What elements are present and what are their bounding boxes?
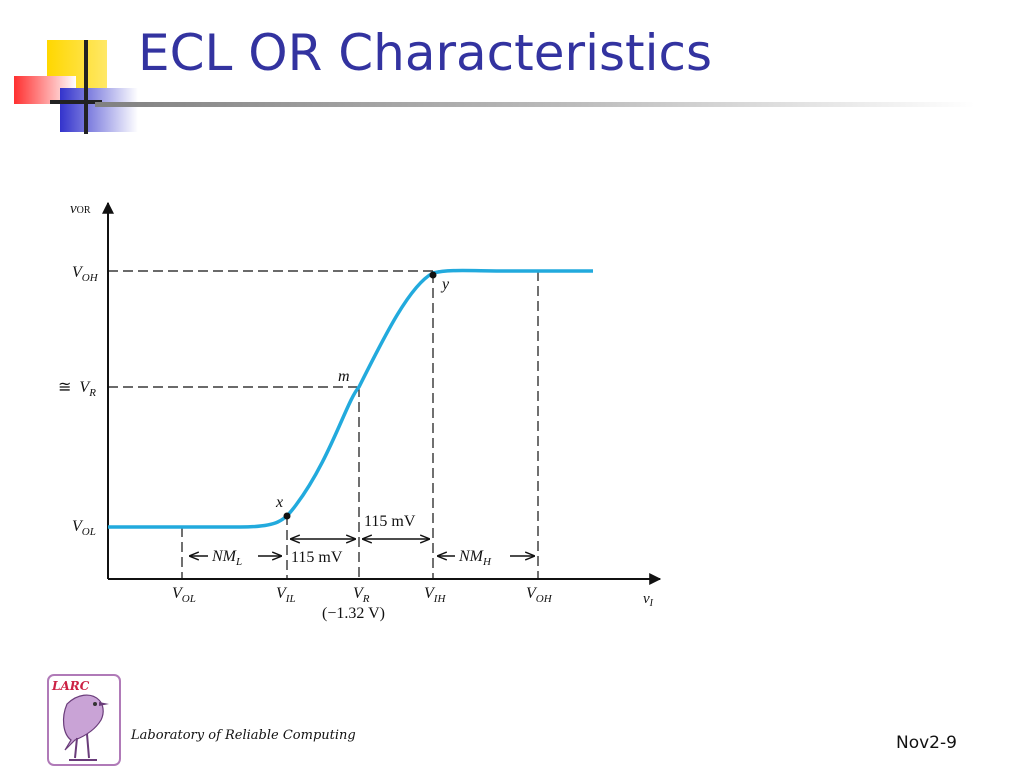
slide-title: ECL OR Characteristics	[138, 24, 713, 82]
x-tick-vil: VIL	[276, 585, 296, 605]
ecl-transfer-diagram: vOR VOH ≅ VR VOL VOL VIL VR VIH VOH (−1.…	[58, 201, 662, 622]
blue-square	[60, 88, 138, 132]
footer-lab-name: Laboratory of Reliable Computing	[131, 728, 356, 743]
point-x-dot	[283, 512, 291, 520]
y-tick-voh: VOH	[72, 264, 99, 284]
guide-lines	[108, 270, 539, 579]
y-tick-vr: ≅ VR	[58, 379, 96, 399]
nm-high-label: NMH	[458, 548, 492, 568]
x-tick-vih: VIH	[424, 585, 446, 605]
x-tick-voh: VOH	[526, 585, 553, 605]
point-y-dot	[429, 271, 437, 279]
y-axis-title: vOR	[70, 201, 91, 217]
svg-text:LARC: LARC	[51, 679, 90, 693]
point-m-label: m	[338, 368, 350, 385]
delta-left-label: 115 mV	[291, 549, 343, 566]
point-x-label: x	[275, 494, 283, 511]
x-tick-vr: VR	[353, 585, 370, 605]
delta-right-label: 115 mV	[364, 513, 416, 530]
slide-number: Nov2-9	[896, 733, 957, 753]
larc-logo: LARC	[47, 674, 121, 766]
nm-low-label: NML	[211, 548, 242, 568]
x-axis-title: vI	[643, 591, 654, 609]
title-decoration	[14, 40, 138, 134]
title-underline	[95, 102, 975, 107]
transfer-curve	[108, 268, 593, 529]
vr-value-label: (−1.32 V)	[322, 605, 385, 622]
point-y-label: y	[440, 276, 450, 293]
x-tick-vol: VOL	[172, 585, 196, 605]
y-tick-vol: VOL	[72, 518, 96, 538]
